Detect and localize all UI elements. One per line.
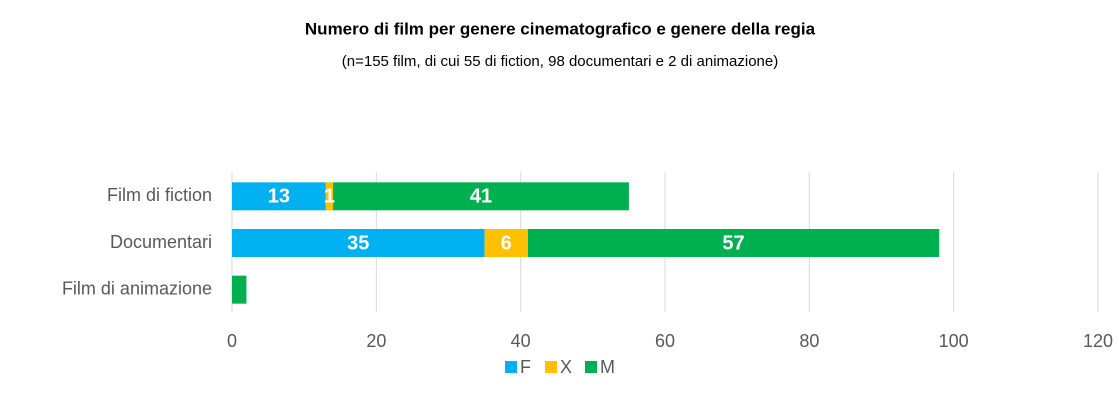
bar-segment (232, 229, 485, 257)
data-label: 13 (268, 186, 290, 208)
legend-swatch (585, 361, 597, 373)
data-label: 6 (501, 232, 512, 254)
data-label: 57 (722, 232, 744, 254)
legend-label: F (520, 357, 531, 377)
chart-title: Numero di film per genere cinematografic… (305, 19, 816, 38)
y-tick-label: Film di animazione (62, 278, 212, 298)
bar-segment (527, 229, 940, 257)
x-tick-label: 0 (227, 331, 237, 351)
bar-segment (232, 275, 247, 304)
bar-segment (484, 229, 528, 257)
bar-segment (325, 182, 334, 211)
y-tick-label: Documentari (110, 232, 212, 252)
legend-swatch (545, 361, 557, 373)
x-tick-label: 40 (511, 331, 531, 351)
legend-swatch (505, 361, 517, 373)
chart-subtitle: (n=155 film, di cui 55 di fiction, 98 do… (342, 53, 779, 70)
data-label: 1 (324, 186, 335, 208)
x-tick-label: 80 (799, 331, 819, 351)
x-tick-label: 20 (366, 331, 386, 351)
y-tick-label: Film di fiction (107, 185, 212, 205)
data-label: 35 (347, 232, 369, 254)
bar-segment (333, 182, 629, 211)
bar-segment (232, 182, 326, 211)
legend-label: M (600, 357, 615, 377)
data-label: 41 (470, 186, 492, 208)
bars (232, 182, 940, 304)
legend-label: X (560, 357, 572, 377)
x-tick-label: 120 (1083, 331, 1113, 351)
x-tick-label: 60 (655, 331, 675, 351)
x-tick-label: 100 (939, 331, 969, 351)
